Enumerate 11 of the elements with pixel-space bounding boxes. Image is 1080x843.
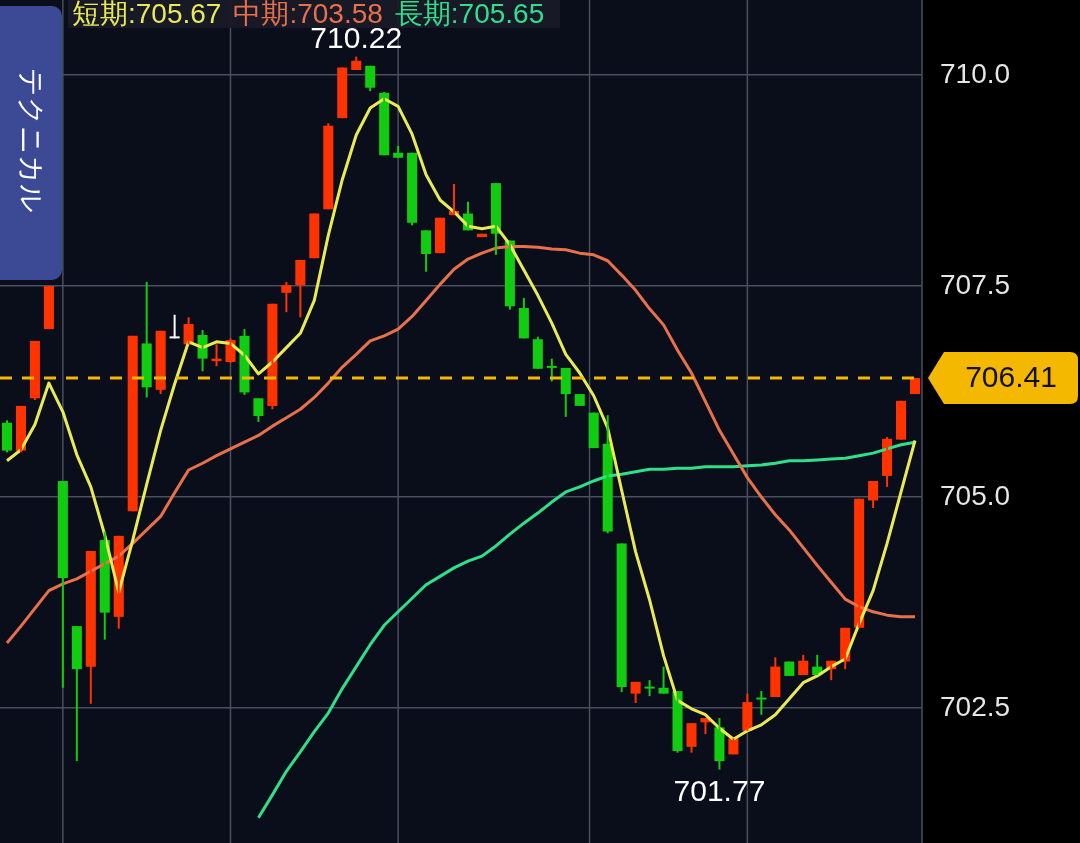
- annotation: テクニカル: [15, 68, 48, 213]
- annotation: 701.77: [673, 773, 766, 807]
- side-tab: テクニカル: [0, 6, 62, 280]
- ref-line-label: 706.41: [965, 360, 1057, 394]
- y-tick-label: 702.5: [940, 690, 1011, 722]
- y-tick-label: 710.0: [940, 57, 1011, 89]
- text: 長期:705.65: [394, 0, 545, 29]
- candlestick: [686, 722, 697, 754]
- text: 短期:705.67: [72, 0, 222, 29]
- y-tick-label: 705.0: [940, 479, 1011, 511]
- y-tick-label: 707.5: [940, 268, 1011, 300]
